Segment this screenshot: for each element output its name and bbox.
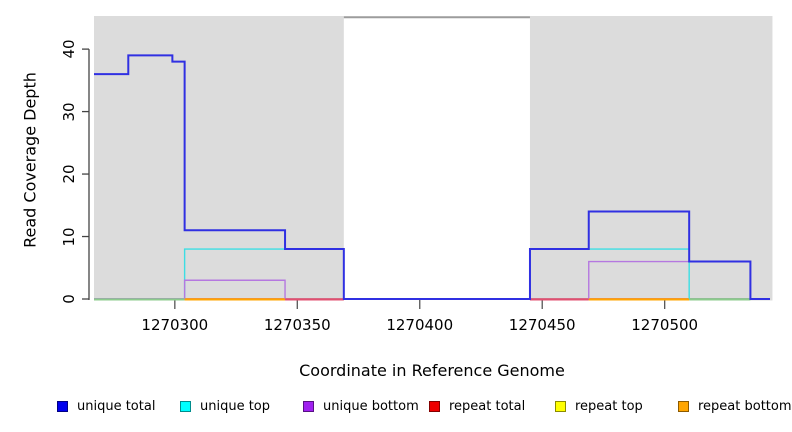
y-tick-label: 40 bbox=[60, 39, 78, 59]
series-unique-total bbox=[94, 54, 770, 300]
legend-label: unique total bbox=[77, 399, 156, 414]
covered-region-right bbox=[529, 16, 773, 301]
legend-label: unique bottom bbox=[323, 399, 419, 414]
legend-label: repeat top bbox=[575, 399, 643, 414]
legend-swatch-icon bbox=[678, 401, 689, 412]
legend-label: unique top bbox=[200, 399, 271, 414]
legend-swatch-icon bbox=[57, 401, 68, 412]
x-tick-label: 1270400 bbox=[386, 316, 454, 334]
legend-label: repeat bottom bbox=[698, 399, 792, 414]
y-tick-label: 10 bbox=[60, 226, 78, 247]
x-tick-label: 1270300 bbox=[141, 316, 209, 334]
x-tick-label: 1270350 bbox=[263, 316, 331, 334]
legend-swatch-icon bbox=[303, 401, 314, 412]
x-axis-title: Coordinate in Reference Genome bbox=[299, 361, 565, 380]
x-tick-label: 1270500 bbox=[631, 316, 699, 334]
y-tick-label: 20 bbox=[60, 164, 78, 184]
covered-region-left bbox=[94, 16, 344, 301]
y-axis-title: Read Coverage Depth bbox=[20, 72, 40, 248]
y-tick-label: 30 bbox=[60, 102, 78, 122]
y-tick-label: 0 bbox=[60, 294, 78, 304]
legend-swatch-icon bbox=[555, 401, 566, 412]
legend-swatch-icon bbox=[429, 401, 440, 412]
legend-label: repeat total bbox=[449, 399, 526, 414]
x-tick-label: 1270450 bbox=[508, 316, 576, 334]
legend-swatch-icon bbox=[180, 401, 191, 412]
